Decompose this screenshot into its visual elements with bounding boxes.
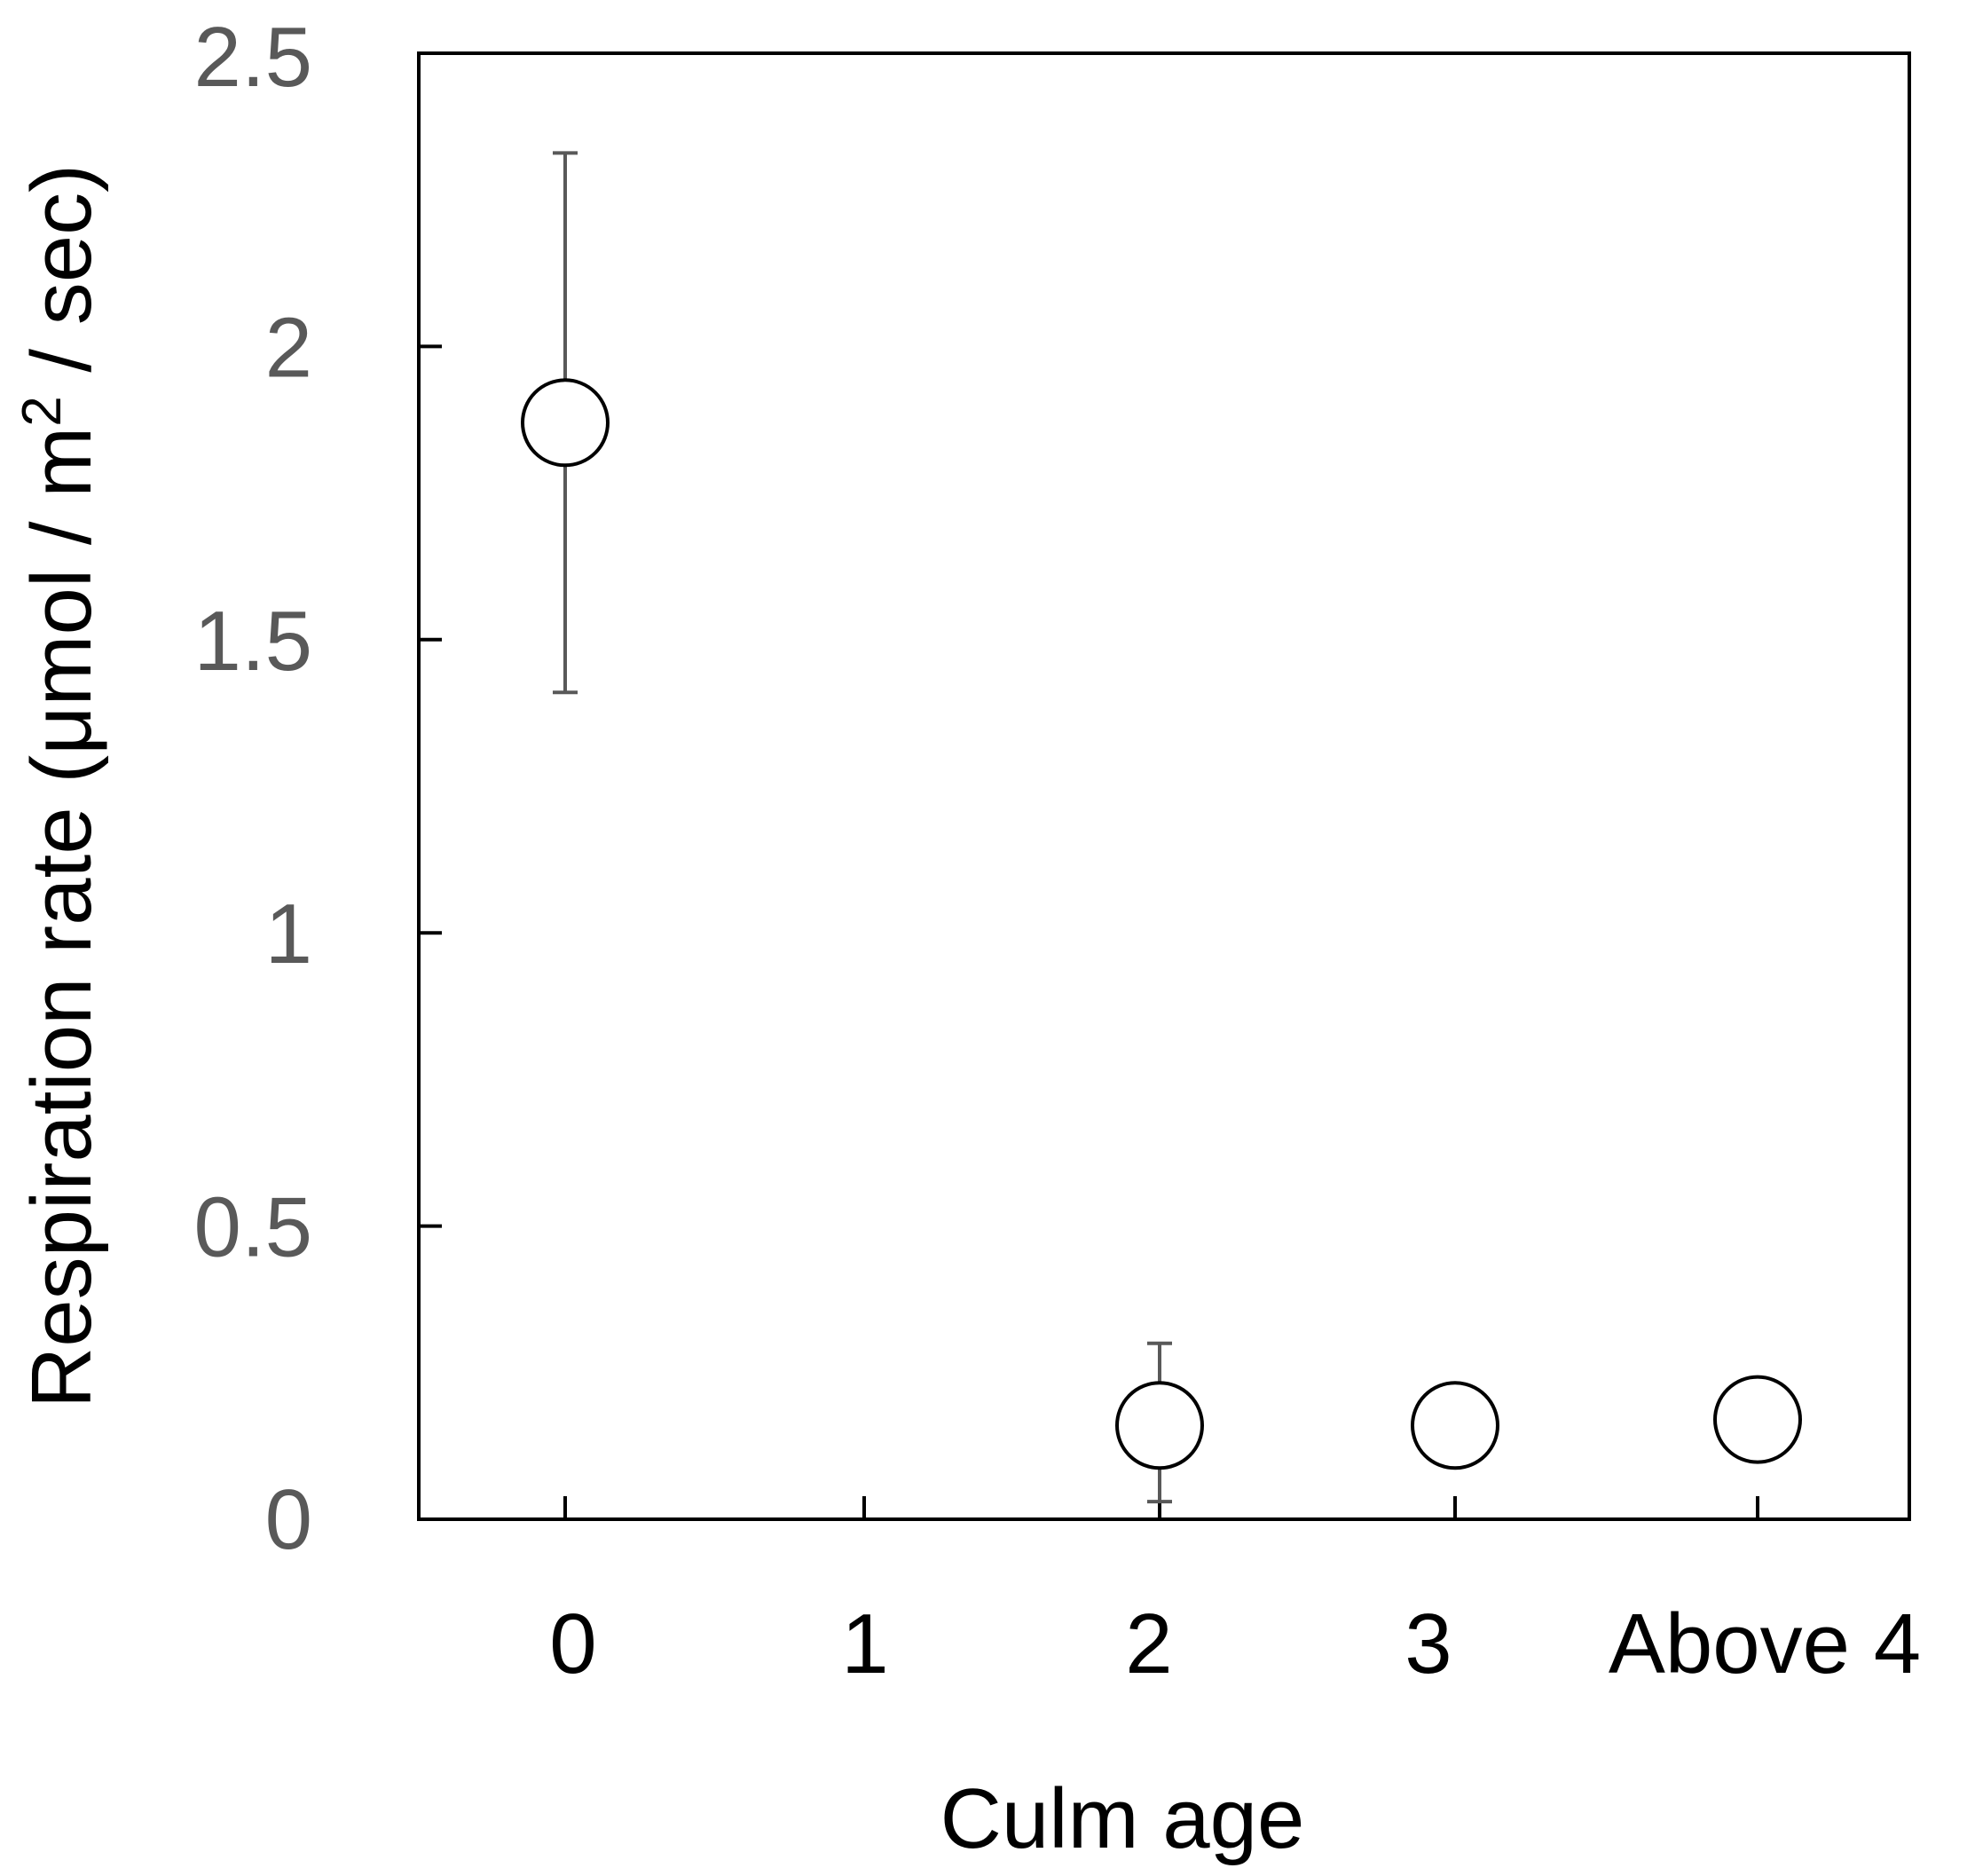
data-point bbox=[521, 378, 610, 468]
y-tick-label: 0.5 bbox=[194, 1180, 312, 1275]
x-tick-label: 0 bbox=[549, 1596, 596, 1691]
y-axis-title: Respiration rate (μmol / m2 / sec) bbox=[12, 164, 109, 1408]
y-axis-title-superscript: 2 bbox=[12, 396, 73, 426]
data-series bbox=[521, 151, 1802, 1504]
x-axis-title: Culm age bbox=[940, 1771, 1305, 1866]
x-tick-label: 3 bbox=[1404, 1596, 1452, 1691]
x-axis: 0 1 2 3 Above 4 bbox=[549, 1496, 1921, 1691]
data-point bbox=[1713, 1375, 1802, 1464]
y-axis: 0 0.5 1 1.5 2 2.5 bbox=[194, 10, 442, 1567]
y-tick-label: 2.5 bbox=[194, 10, 312, 105]
x-tick-label: Above 4 bbox=[1609, 1596, 1921, 1691]
y-tick-label: 2 bbox=[265, 300, 312, 395]
data-point bbox=[1411, 1381, 1499, 1470]
y-tick-label: 1.5 bbox=[194, 594, 312, 689]
x-tick-label: 2 bbox=[1125, 1596, 1172, 1691]
y-axis-title-tail: / sec) bbox=[14, 164, 109, 396]
plot-area bbox=[417, 51, 1911, 1521]
y-axis-title-main: Respiration rate (μmol / m bbox=[14, 427, 109, 1408]
data-point bbox=[1115, 1381, 1204, 1470]
y-tick-label: 1 bbox=[265, 887, 312, 981]
x-tick-label: 1 bbox=[841, 1596, 888, 1691]
y-tick-label: 0 bbox=[265, 1472, 312, 1567]
